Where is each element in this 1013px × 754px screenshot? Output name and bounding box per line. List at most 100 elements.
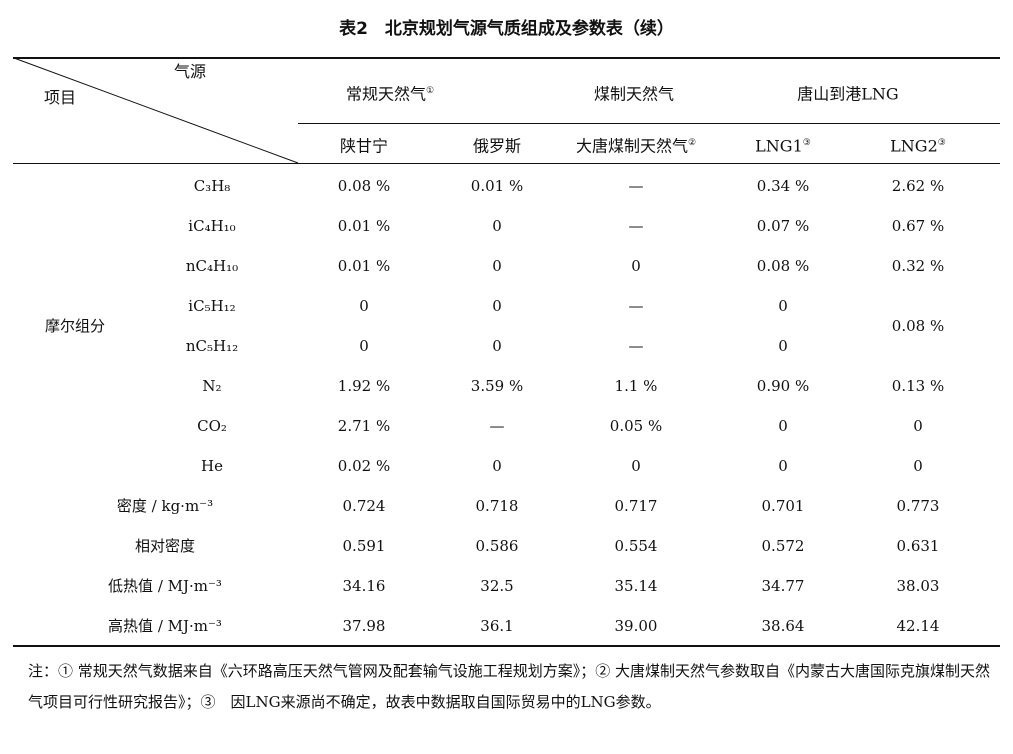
table-cell: 0 — [571, 246, 701, 286]
table-cell: 38.64 — [718, 606, 848, 646]
table-cell: 0 — [432, 326, 562, 366]
table-cell-text: 0.591 — [342, 537, 386, 555]
table-cell-text: 0.13 % — [891, 377, 945, 395]
table-cell: 0.01 % — [432, 166, 562, 206]
column-group-header-text: 常规天然气 — [345, 84, 426, 104]
table-cell-text: 0.67 % — [891, 217, 945, 235]
top-rule — [13, 57, 1000, 59]
table-cell: 0.90 % — [718, 366, 848, 406]
table-footnote: 注：① 常规天然气数据来自《六环路高压天然气管网及配套输气设施工程规划方案》；②… — [28, 662, 991, 711]
table-cell: 0 — [853, 446, 983, 486]
row-label: 密度 / kg·m⁻³ — [65, 486, 265, 526]
table-cell-text: 0 — [492, 337, 502, 355]
table-cell-text: 0.717 — [614, 497, 658, 515]
table-cell-text: — — [628, 177, 644, 195]
table-cell-text: 0.08 % — [337, 177, 391, 195]
table-cell: 0.13 % — [853, 366, 983, 406]
row-label: 相对密度 — [65, 526, 265, 566]
table-cell-text: 32.5 — [480, 577, 514, 595]
table-cell: 34.16 — [299, 566, 429, 606]
table-cell: 0 — [718, 286, 848, 326]
table-cell: — — [571, 206, 701, 246]
table-cell-text: 0.01 % — [470, 177, 524, 195]
table-cell-text: — — [628, 297, 644, 315]
table-cell: 0.07 % — [718, 206, 848, 246]
table-cell-text: 3.59 % — [470, 377, 524, 395]
column-header: 俄罗斯 — [412, 123, 582, 163]
table-cell-text: 0.572 — [761, 537, 805, 555]
table-title: 表2 北京规划气源气质组成及参数表（续） — [339, 19, 674, 39]
column-header-text: LNG1 — [755, 136, 803, 156]
table-cell-text: 37.98 — [342, 617, 386, 635]
table-cell: 0 — [718, 446, 848, 486]
row-label-text: 相对密度 — [134, 537, 195, 555]
table-cell: 0 — [853, 406, 983, 446]
table-cell: 0.631 — [853, 526, 983, 566]
row-label: CO₂ — [112, 406, 312, 446]
table-cell-text: 0.773 — [896, 497, 940, 515]
table-cell: 0.67 % — [853, 206, 983, 246]
table-cell: 0.572 — [718, 526, 848, 566]
footnote-mark: ② — [687, 138, 697, 148]
table-cell-text: 0.01 % — [337, 257, 391, 275]
table-cell-text: 0.01 % — [337, 217, 391, 235]
column-group-header: 煤制天然气 — [534, 71, 734, 111]
table-cell-text: 2.71 % — [337, 417, 391, 435]
table-cell: 0 — [299, 326, 429, 366]
table-cell: 35.14 — [571, 566, 701, 606]
table-cell: 3.59 % — [432, 366, 562, 406]
table-cell: 38.03 — [853, 566, 983, 606]
table-cell-text: 2.62 % — [891, 177, 945, 195]
column-group-header: 唐山到港LNG — [748, 71, 948, 111]
table-cell: — — [432, 406, 562, 446]
table-cell-text: 34.77 — [761, 577, 805, 595]
table-cell: 36.1 — [432, 606, 562, 646]
table-cell-text: 0 — [913, 417, 923, 435]
table-cell-text: 0 — [359, 337, 369, 355]
table-cell-text: 0 — [778, 457, 788, 475]
table-cell: 0 — [299, 286, 429, 326]
table-cell-text: 0.631 — [896, 537, 940, 555]
row-label-text: 高热值 / MJ·m⁻³ — [108, 617, 222, 635]
table-cell-text: 0 — [492, 297, 502, 315]
row-label-text: 密度 / kg·m⁻³ — [116, 497, 214, 515]
row-label-text: N₂ — [202, 377, 222, 395]
header-rule — [13, 163, 1000, 164]
footnote-mark: ① — [425, 86, 435, 96]
row-label: nC₄H₁₀ — [112, 246, 312, 286]
corner-item-label: 项目 — [43, 88, 76, 107]
column-header-text: 大唐煤制天然气 — [575, 136, 688, 156]
table-cell-text: 0 — [778, 337, 788, 355]
row-label-text: C₃H₈ — [193, 177, 231, 195]
group-rule — [298, 123, 1000, 124]
table-cell: 0 — [432, 446, 562, 486]
table-cell-text: 0.554 — [614, 537, 658, 555]
table-cell: 0.724 — [299, 486, 429, 526]
table-cell-text: 34.16 — [342, 577, 386, 595]
row-label: iC₅H₁₂ — [112, 286, 312, 326]
table-cell: 0 — [432, 246, 562, 286]
table-cell: 0 — [571, 446, 701, 486]
row-label: nC₅H₁₂ — [112, 326, 312, 366]
table-cell: 0.717 — [571, 486, 701, 526]
table-cell: 0.554 — [571, 526, 701, 566]
table-cell: 34.77 — [718, 566, 848, 606]
table-cell: 0.718 — [432, 486, 562, 526]
column-header-text: 陕甘宁 — [339, 136, 388, 156]
table-cell: 0.773 — [853, 486, 983, 526]
footnote-mark: ③ — [802, 138, 811, 148]
table-cell-text: 0 — [492, 457, 502, 475]
column-header: 大唐煤制天然气② — [551, 123, 721, 163]
row-label: He — [112, 446, 312, 486]
table-cell-text: 42.14 — [896, 617, 940, 635]
bottom-rule — [13, 645, 1000, 647]
column-header-text: LNG2 — [890, 136, 938, 156]
table-cell: — — [571, 326, 701, 366]
row-label-text: nC₄H₁₀ — [185, 257, 239, 275]
table-cell-text: 0 — [492, 217, 502, 235]
row-label-text: He — [201, 457, 223, 475]
table-cell: 2.71 % — [299, 406, 429, 446]
table-cell-text: 0.08 % — [756, 257, 810, 275]
row-label-text: iC₅H₁₂ — [188, 297, 236, 315]
